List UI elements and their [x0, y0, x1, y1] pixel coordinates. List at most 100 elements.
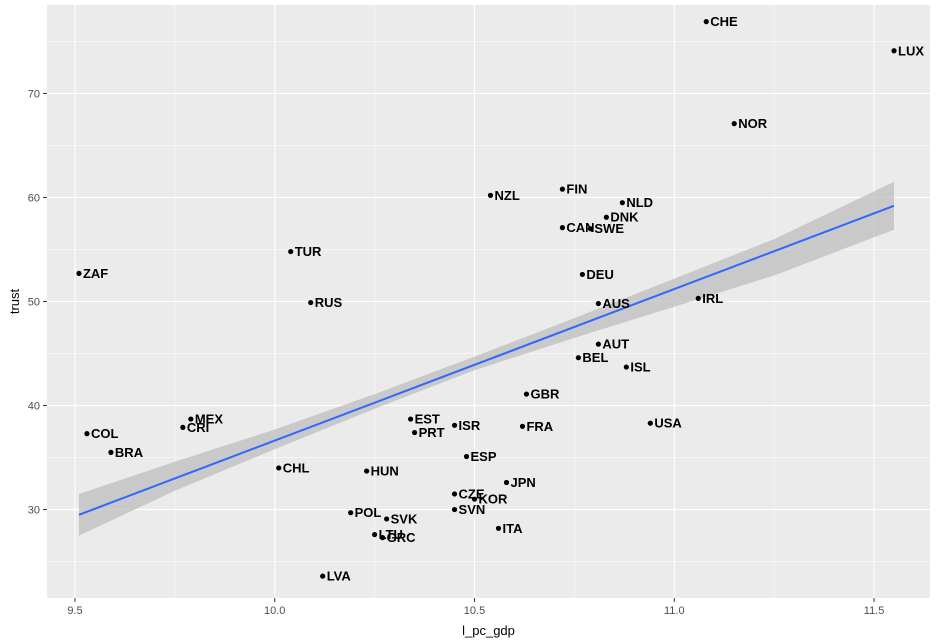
- major-gridlines: [47, 5, 930, 598]
- point-label-dnk: DNK: [610, 210, 639, 225]
- point-label-rus: RUS: [315, 295, 343, 310]
- data-point-nld: [619, 200, 625, 206]
- point-label-grc: GRC: [387, 530, 417, 545]
- point-label-esp: ESP: [471, 449, 497, 464]
- data-point-hun: [364, 468, 370, 474]
- data-point-che: [703, 19, 709, 25]
- data-point-deu: [579, 271, 585, 278]
- point-label-bel: BEL: [582, 350, 608, 365]
- data-point-nor: [731, 121, 737, 127]
- y-tick-label: 50: [28, 297, 40, 309]
- data-point-pol: [348, 510, 354, 516]
- point-label-fra: FRA: [526, 419, 553, 434]
- data-point-svn: [451, 506, 458, 513]
- point-label-zaf: ZAF: [83, 266, 108, 281]
- x-tick-label: 9.5: [67, 605, 82, 617]
- x-tick-label: 10.5: [464, 605, 485, 617]
- y-tick-label: 60: [28, 192, 40, 204]
- point-label-col: COL: [91, 426, 119, 441]
- point-label-che: CHE: [710, 14, 738, 29]
- x-tick-label: 11.0: [664, 605, 685, 617]
- data-point-est: [407, 416, 414, 422]
- y-tick-label: 70: [28, 88, 40, 100]
- data-point-nzl: [487, 192, 494, 198]
- data-point-tur: [288, 248, 294, 255]
- point-label-usa: USA: [654, 416, 682, 431]
- point-label-cze: CZE: [459, 486, 485, 501]
- y-axis-title: trust: [7, 288, 22, 314]
- point-label-svn: SVN: [459, 502, 486, 517]
- point-label-bra: BRA: [115, 445, 144, 460]
- point-label-kor: KOR: [479, 492, 509, 507]
- point-label-gbr: GBR: [530, 387, 560, 402]
- point-label-jpn: JPN: [510, 475, 535, 490]
- regression-line: [78, 204, 895, 516]
- point-label-tur: TUR: [295, 244, 322, 259]
- data-point-zaf: [76, 270, 82, 277]
- data-point-fin: [559, 186, 566, 192]
- confidence-band: [79, 181, 894, 536]
- point-label-chl: CHL: [283, 460, 310, 475]
- data-point-esp: [463, 453, 470, 460]
- point-label-prt: PRT: [419, 425, 445, 440]
- data-point-dnk: [603, 214, 609, 220]
- point-label-fin: FIN: [566, 182, 587, 197]
- point-label-isr: ISR: [459, 418, 481, 433]
- data-point-lux: [891, 48, 897, 54]
- data-point-mex: [188, 416, 194, 422]
- data-point-col: [84, 431, 90, 437]
- data-point-ltu: [372, 531, 378, 538]
- data-point-gbr: [523, 391, 530, 397]
- point-label-ita: ITA: [502, 521, 523, 536]
- y-axis: 30 40 50 60 70: [28, 88, 47, 517]
- point-label-irl: IRL: [702, 291, 723, 306]
- point-label-can: CAN: [566, 220, 594, 235]
- y-tick-label: 30: [28, 505, 40, 517]
- point-label-deu: DEU: [586, 267, 613, 282]
- data-point-swe: [587, 226, 593, 232]
- data-point-chl: [276, 465, 282, 471]
- data-point-isl: [623, 364, 629, 370]
- fit-line-layer: [78, 204, 895, 516]
- data-point-jpn: [503, 479, 510, 486]
- point-label-ltu: LTU: [379, 527, 403, 542]
- point-label-aus: AUS: [602, 296, 630, 311]
- data-point-aus: [595, 300, 601, 307]
- data-point-isr: [451, 422, 458, 428]
- point-label-nzl: NZL: [494, 188, 519, 203]
- y-tick-label: 40: [28, 401, 40, 413]
- point-label-svk: SVK: [391, 511, 418, 526]
- point-label-lva: LVA: [327, 569, 352, 584]
- point-label-mex: MEX: [195, 412, 224, 427]
- x-tick-label: 10.0: [264, 605, 285, 617]
- data-point-bel: [575, 355, 581, 361]
- x-axis-title: l_pc_gdp: [462, 623, 515, 638]
- points-layer: [76, 19, 897, 579]
- data-point-grc: [380, 535, 386, 541]
- point-label-pol: POL: [355, 505, 382, 520]
- data-point-ita: [495, 525, 502, 531]
- point-label-est: EST: [415, 412, 440, 427]
- point-label-isl: ISL: [630, 360, 650, 375]
- data-point-lva: [320, 573, 326, 579]
- data-point-cze: [451, 491, 458, 497]
- point-label-nld: NLD: [626, 195, 653, 210]
- data-point-rus: [308, 299, 314, 306]
- data-point-irl: [695, 295, 701, 301]
- data-point-fra: [519, 423, 526, 429]
- point-label-swe: SWE: [594, 221, 624, 236]
- data-point-kor: [471, 496, 478, 502]
- data-point-usa: [647, 420, 653, 426]
- point-label-aut: AUT: [602, 337, 629, 352]
- confidence-band-layer: [79, 181, 894, 536]
- x-tick-label: 11.5: [864, 605, 885, 617]
- data-point-prt: [411, 429, 418, 436]
- data-point-can: [559, 225, 566, 231]
- point-label-nor: NOR: [738, 116, 768, 131]
- data-point-cri: [180, 424, 186, 430]
- point-label-cri: CRI: [187, 420, 209, 435]
- point-label-lux: LUX: [898, 43, 924, 58]
- point-label-hun: HUN: [371, 464, 399, 479]
